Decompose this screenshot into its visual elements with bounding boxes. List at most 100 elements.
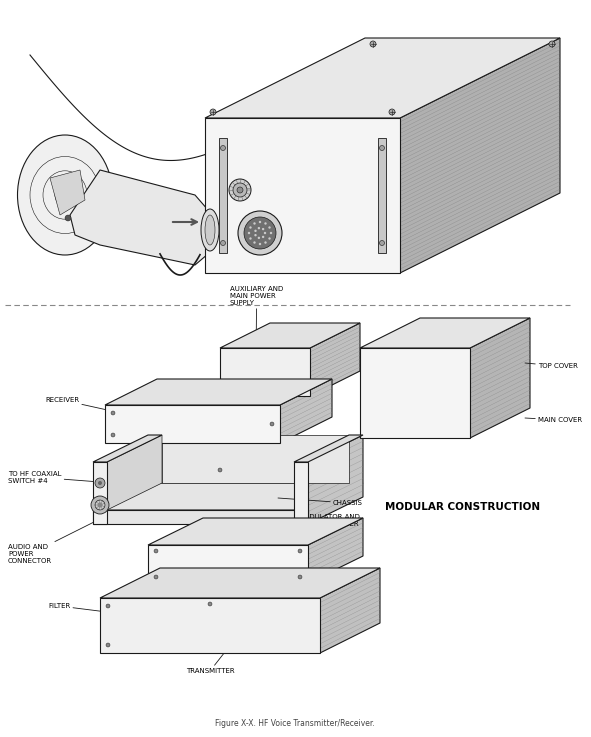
Ellipse shape	[18, 135, 112, 255]
Circle shape	[237, 187, 243, 193]
Circle shape	[254, 223, 256, 225]
Polygon shape	[308, 518, 363, 583]
Polygon shape	[360, 318, 530, 348]
Polygon shape	[148, 545, 308, 583]
Polygon shape	[360, 348, 470, 438]
Circle shape	[220, 240, 226, 245]
Polygon shape	[220, 323, 360, 348]
Polygon shape	[93, 435, 162, 462]
Polygon shape	[105, 379, 332, 405]
Circle shape	[259, 221, 261, 223]
Polygon shape	[294, 462, 308, 524]
Circle shape	[100, 508, 102, 509]
Circle shape	[210, 109, 216, 115]
Circle shape	[91, 496, 109, 514]
Circle shape	[270, 422, 274, 426]
Circle shape	[254, 234, 256, 237]
Circle shape	[549, 41, 555, 47]
Circle shape	[208, 602, 212, 606]
Circle shape	[254, 230, 256, 232]
Polygon shape	[50, 170, 85, 215]
Polygon shape	[93, 462, 107, 524]
Circle shape	[154, 575, 158, 579]
Circle shape	[154, 549, 158, 553]
Polygon shape	[470, 318, 530, 438]
Text: AUDIO AND
POWER
CONNECTOR: AUDIO AND POWER CONNECTOR	[8, 519, 100, 564]
Polygon shape	[205, 38, 560, 118]
Polygon shape	[107, 435, 162, 510]
Text: TO HF COAXIAL
SWITCH #4: TO HF COAXIAL SWITCH #4	[8, 470, 100, 483]
Circle shape	[238, 211, 282, 255]
Ellipse shape	[201, 209, 219, 251]
Polygon shape	[308, 435, 363, 524]
Circle shape	[379, 240, 385, 245]
Circle shape	[102, 502, 103, 504]
Polygon shape	[148, 518, 363, 545]
Circle shape	[244, 217, 276, 249]
Circle shape	[106, 604, 110, 608]
Circle shape	[111, 433, 115, 437]
Circle shape	[254, 241, 256, 244]
Circle shape	[389, 109, 395, 115]
Text: RECEIVER: RECEIVER	[45, 397, 130, 415]
Polygon shape	[310, 323, 360, 396]
Circle shape	[264, 223, 267, 225]
Circle shape	[96, 503, 98, 505]
Circle shape	[111, 411, 115, 415]
Ellipse shape	[205, 215, 215, 245]
Text: TRANSMITTER: TRANSMITTER	[186, 643, 234, 674]
FancyBboxPatch shape	[219, 138, 227, 253]
Text: Figure X-X. HF Voice Transmitter/Receiver.: Figure X-X. HF Voice Transmitter/Receive…	[215, 719, 375, 728]
Circle shape	[258, 227, 260, 229]
Text: MODULATOR AND
AUDIO AMPLIFIER: MODULATOR AND AUDIO AMPLIFIER	[244, 514, 360, 553]
Circle shape	[259, 242, 261, 245]
Circle shape	[106, 643, 110, 647]
Circle shape	[95, 500, 105, 510]
Polygon shape	[70, 170, 215, 265]
Polygon shape	[100, 598, 320, 653]
Polygon shape	[100, 568, 380, 598]
Circle shape	[229, 179, 251, 201]
Circle shape	[270, 232, 272, 234]
Circle shape	[268, 237, 271, 240]
Circle shape	[264, 232, 266, 234]
Circle shape	[268, 226, 271, 228]
Text: FILTER: FILTER	[48, 603, 115, 613]
Circle shape	[220, 145, 226, 150]
Circle shape	[249, 237, 252, 240]
Polygon shape	[320, 568, 380, 653]
Circle shape	[262, 228, 264, 230]
Text: AUXILIARY AND
MAIN POWER
SUPPLY: AUXILIARY AND MAIN POWER SUPPLY	[230, 286, 283, 363]
Polygon shape	[294, 435, 363, 462]
Circle shape	[100, 500, 102, 503]
Polygon shape	[220, 348, 310, 396]
Text: MAIN COVER: MAIN COVER	[525, 417, 582, 423]
Circle shape	[98, 501, 99, 503]
Polygon shape	[280, 379, 332, 443]
Circle shape	[98, 507, 99, 509]
Circle shape	[264, 241, 267, 244]
Text: CHASSIS: CHASSIS	[278, 498, 363, 506]
Circle shape	[98, 481, 102, 485]
Circle shape	[65, 215, 71, 221]
Polygon shape	[93, 510, 308, 524]
Polygon shape	[105, 405, 280, 443]
Circle shape	[249, 226, 252, 228]
Polygon shape	[162, 435, 349, 483]
Circle shape	[258, 237, 260, 239]
Circle shape	[95, 478, 105, 488]
Circle shape	[218, 468, 222, 472]
Text: MODULAR CONSTRUCTION: MODULAR CONSTRUCTION	[385, 502, 540, 512]
FancyBboxPatch shape	[378, 138, 386, 253]
Text: TOP COVER: TOP COVER	[525, 363, 578, 369]
Polygon shape	[93, 483, 363, 510]
Circle shape	[298, 575, 302, 579]
Polygon shape	[400, 38, 560, 273]
Circle shape	[96, 505, 98, 507]
Circle shape	[233, 183, 247, 197]
Polygon shape	[205, 118, 400, 273]
Circle shape	[248, 232, 250, 234]
Circle shape	[298, 549, 302, 553]
Circle shape	[262, 236, 264, 238]
Circle shape	[102, 504, 105, 506]
